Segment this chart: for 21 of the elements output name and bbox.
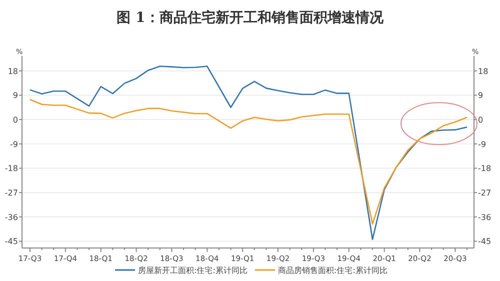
line-series <box>29 98 468 225</box>
y2-tick-label: 18 <box>478 66 488 76</box>
y2-tick-label: 0 <box>478 116 484 125</box>
y-tick-label: -45 <box>4 237 18 246</box>
legend-label: 房屋新开工面积:住宅:累计同比 <box>138 266 248 275</box>
y-tick-label: -18 <box>4 164 18 174</box>
y2-tick-label: -27 <box>478 188 492 198</box>
y-tick-label: 0 <box>12 116 18 125</box>
y-tick-label: 9 <box>12 91 18 100</box>
y2-tick-label: -18 <box>478 164 492 174</box>
y-tick-label: -27 <box>4 188 18 198</box>
y2-tick-label: -36 <box>478 212 492 222</box>
y-tick-label: -36 <box>4 212 18 222</box>
chart-title: 图 1：商品住宅新开工和销售面积增速情况 <box>116 9 384 26</box>
y-tick-label: -9 <box>10 140 18 149</box>
y2-tick-label: -9 <box>478 140 486 149</box>
legend-label: 商品房销售面积:住宅:累计同比 <box>278 266 388 275</box>
y2-tick-label: -45 <box>478 237 492 246</box>
y-tick-label: 18 <box>8 66 18 76</box>
line-series <box>29 66 468 240</box>
y2-tick-label: 9 <box>478 91 484 100</box>
